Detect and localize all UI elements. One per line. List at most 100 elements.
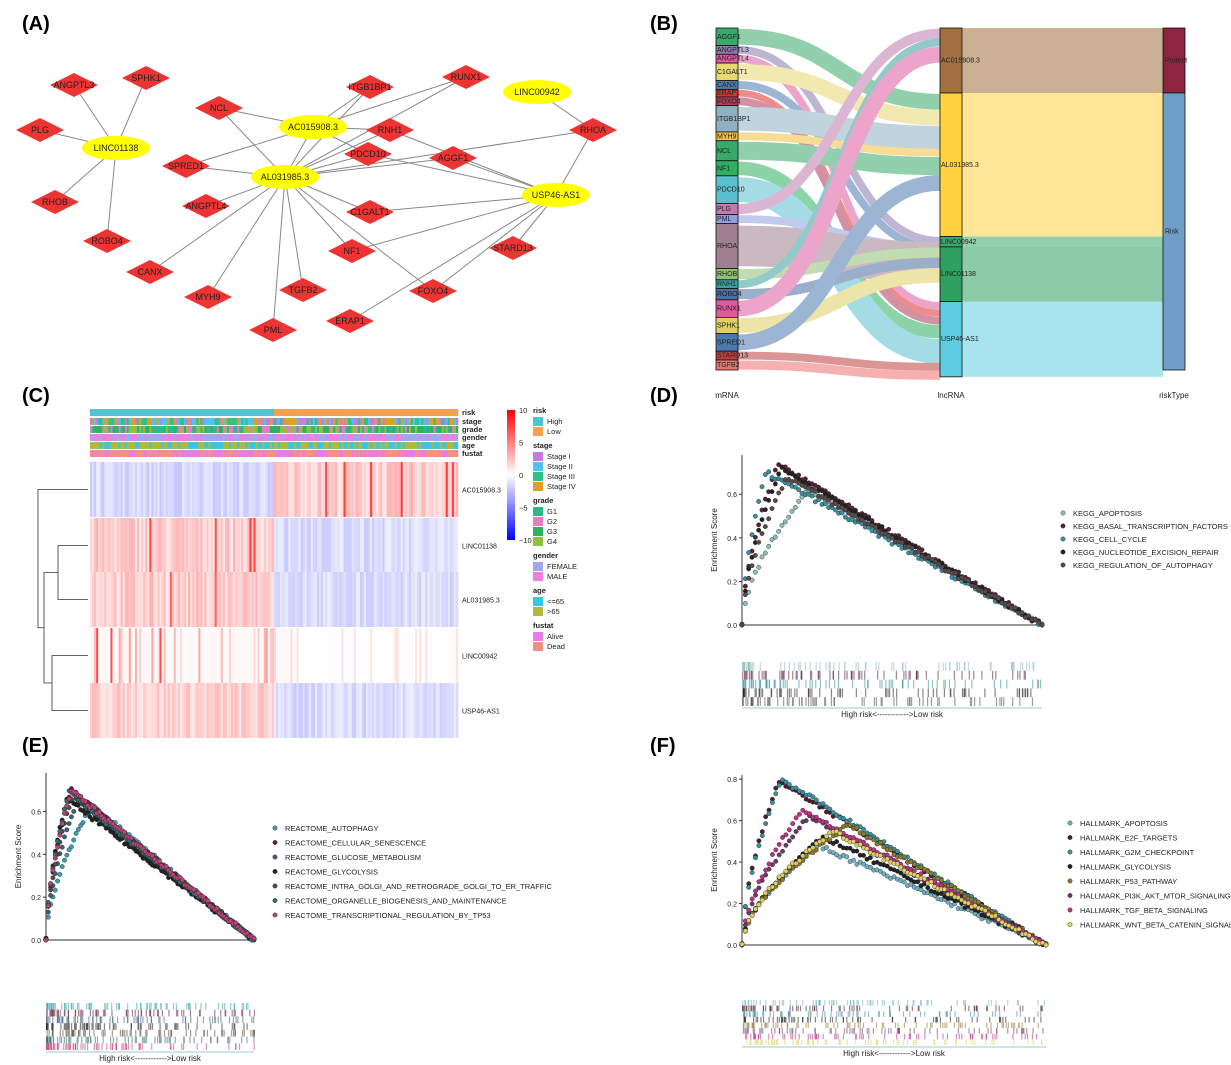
heatmap-cell [421,462,424,517]
heatmap-cell [241,683,244,738]
heatmap-cell [261,572,265,627]
es-point [786,782,792,787]
heatmap-cell [333,628,336,683]
annotation-cell [400,434,404,441]
rank-tick [896,688,898,698]
annotation-cell [294,450,297,457]
heatmap-cell [296,572,299,627]
rank-tick [58,1016,60,1024]
legend-series-name: HALLMARK_PI3K_AKT_MTOR_SIGNALING [1080,892,1231,901]
annotation-cell [106,418,109,425]
y-tick-label: 0.4 [727,536,737,543]
heatmap-cell [222,628,226,683]
annotation-cell [433,426,436,433]
annotation-cell [400,442,404,449]
annotation-cell [220,426,224,433]
rank-tick [878,662,880,671]
heatmap-cell [396,462,400,517]
heatmap-cell [447,628,451,683]
heatmap-cell [376,628,379,683]
annotation-cell [175,426,179,433]
rank-tick [233,1029,235,1037]
annotation-cell [194,426,197,433]
heatmap-cell [139,572,142,627]
es-series [739,828,1049,948]
legend-series-name: REACTOME_GLYCOLYSIS [285,868,378,877]
annotation-cell [347,450,350,457]
annotation-cell [182,450,185,457]
heatmap-cell [206,518,209,573]
rank-tick [996,697,998,706]
annotation-cell [298,409,301,416]
rank-tick [786,697,788,706]
heatmap-cell [382,683,385,738]
es-point [759,833,765,839]
es-point [772,481,778,487]
annotation-cell [237,442,240,449]
es-point [1019,610,1025,615]
sankey-mrna-label: RHOA [717,243,738,250]
rank-tick [819,688,821,698]
heatmap-cell [325,462,328,517]
annotation-cell [239,418,242,425]
heatmap-cell [128,628,132,683]
heatmap-cell [298,628,301,683]
annotation-cell [222,418,226,425]
annotation-cell [192,409,195,416]
heatmap-cell [327,683,330,738]
annotation-cell [169,426,173,433]
annotation-cell [388,442,391,449]
heatmap-cell [145,683,148,738]
heatmap-cell [353,572,357,627]
heatmap-cell [396,572,400,627]
es-series [739,469,1045,628]
annotation-cell [159,450,162,457]
heatmap-cell [437,572,440,627]
annotation-cell [137,450,140,457]
annotation-cell [261,426,265,433]
sankey-axis-label: mRNA [715,391,739,400]
heatmap-cell [278,572,281,627]
heatmap-cell [339,518,342,573]
heatmap-cell [104,683,107,738]
annotation-cell [218,409,222,416]
heatmap-cell [339,683,342,738]
annotation-cell [331,450,334,457]
rank-tick [788,662,790,671]
annotation-cell [304,450,308,457]
annotation-cell [124,418,128,425]
heatmap-cell [333,572,336,627]
heatmap-cell [415,462,418,517]
annotation-cell [259,418,263,425]
annotation-cell [419,426,422,433]
annotation-cell [417,426,420,433]
es-point [191,887,197,893]
annotation-cell [143,434,146,441]
rank-tick [137,1016,139,1024]
annotation-cell [114,409,117,416]
heatmap-cell [243,572,246,627]
heatmap-cell [198,683,201,738]
rank-tick [97,1009,99,1017]
heatmap-cell [149,683,152,738]
annotation-cell [349,434,352,441]
annotation-cell [143,442,146,449]
rank-tick [63,1036,65,1044]
es-point [793,860,799,866]
rank-tick [89,1003,91,1010]
rank-tick [200,1003,202,1010]
heatmap-cell [114,683,117,738]
annotation-cell [186,409,189,416]
rank-tick [65,1023,68,1030]
heatmap-cell [261,518,265,573]
legend-item-label: Stage III [547,472,575,481]
rank-tick [1012,670,1014,680]
rank-tick [115,1043,117,1050]
annotation-cell [376,426,379,433]
rank-tick [59,1029,61,1037]
heatmap-cell [370,462,373,517]
heatmap-cell [204,572,207,627]
rank-tick [880,697,882,706]
heatmap-cell [394,683,397,738]
heatmap-cell [212,518,216,573]
